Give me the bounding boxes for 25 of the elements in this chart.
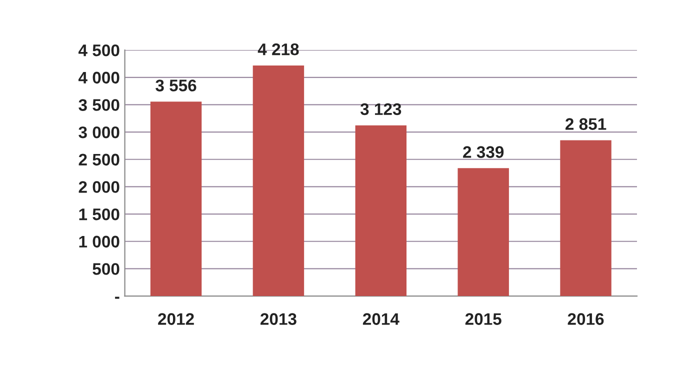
x-tick-label: 2013: [260, 313, 296, 325]
data-label: 3 556: [156, 80, 196, 92]
data-label: 2 339: [463, 146, 504, 158]
y-tick-label: 1 000: [79, 236, 120, 248]
bar: [458, 168, 509, 296]
bar: [560, 140, 612, 296]
data-label: 2 851: [565, 118, 606, 130]
x-tick-label: 2015: [465, 313, 502, 325]
bar: [252, 65, 304, 296]
x-tick-label: 2016: [568, 313, 604, 325]
y-tick-label: 2 500: [78, 154, 120, 166]
y-tick-label: 500: [92, 263, 120, 275]
bar: [150, 102, 202, 296]
y-tick-label: 4 500: [78, 44, 120, 56]
y-tick-label: 3 500: [78, 99, 120, 111]
bar: [355, 125, 407, 296]
x-tick-label: 2012: [158, 313, 194, 325]
y-tick-label: 2 000: [78, 181, 120, 193]
data-label: 4 218: [258, 43, 299, 56]
y-tick-label: 1 500: [79, 208, 120, 220]
y-tick-label: 4 000: [78, 72, 120, 84]
x-tick-label: 2014: [362, 313, 400, 325]
y-tick-label: 3 000: [78, 126, 120, 138]
y-tick-label: -: [115, 296, 120, 299]
data-label: 3 123: [360, 103, 402, 116]
